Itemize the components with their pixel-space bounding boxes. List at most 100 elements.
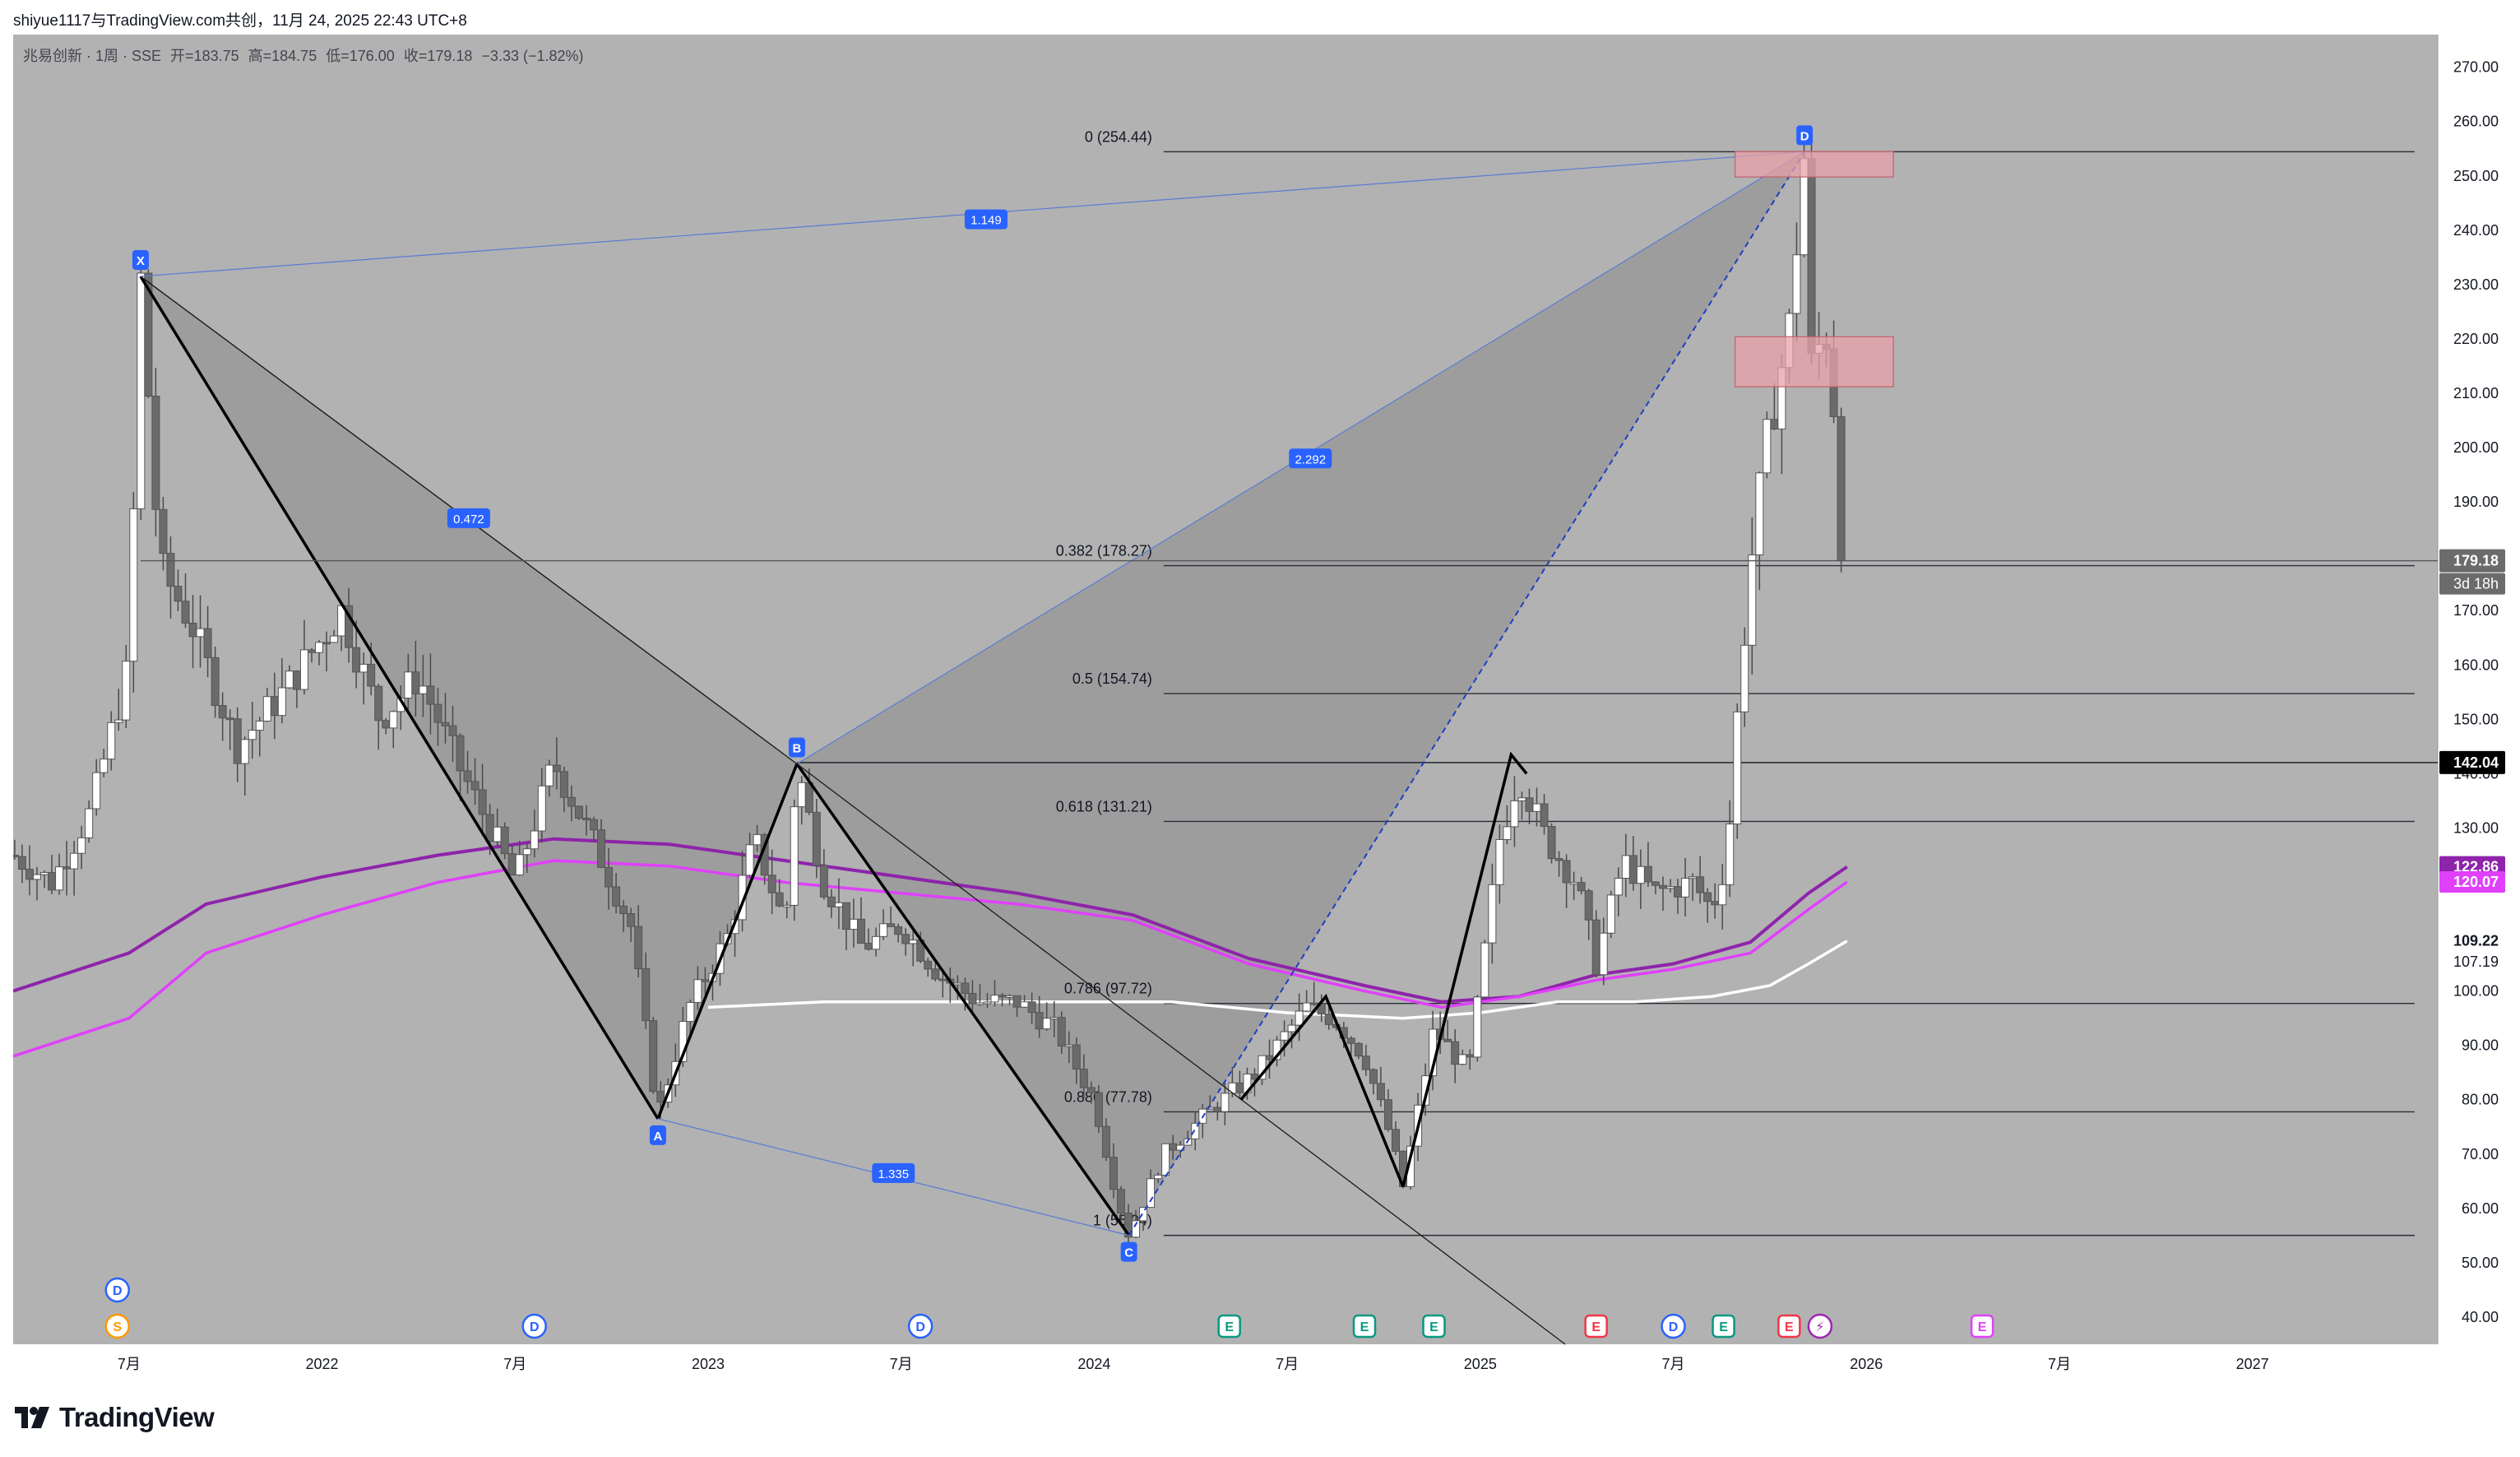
last-price-tag[interactable]: 179.18 — [2439, 549, 2505, 573]
event-marker-label: E — [1785, 1320, 1794, 1334]
candle-body — [649, 1020, 658, 1093]
candle-body — [1265, 1055, 1274, 1060]
candle-body — [1636, 865, 1645, 884]
candle-body — [1807, 158, 1816, 354]
event-marker-⚡[interactable]: ⚡ — [1807, 1313, 1833, 1339]
event-marker-e[interactable]: E — [1217, 1314, 1241, 1339]
candle-body — [1154, 1174, 1163, 1180]
candle-body — [1228, 1082, 1237, 1094]
candle-body — [55, 866, 64, 891]
candle-body — [1718, 884, 1727, 906]
event-marker-d[interactable]: D — [907, 1313, 933, 1339]
candle-body — [285, 670, 294, 689]
prz-zone — [1735, 151, 1894, 178]
event-marker-e[interactable]: E — [1352, 1314, 1377, 1339]
candle-body — [1391, 1129, 1400, 1152]
candle-body — [1651, 881, 1660, 886]
price-tick-label: 250.00 — [2453, 168, 2499, 184]
event-marker-e[interactable]: E — [1777, 1314, 1801, 1339]
close-value: 收=179.18 — [403, 48, 473, 64]
level-tag-142-bg — [2439, 750, 2505, 774]
candle-body — [1346, 1037, 1355, 1044]
candle-body — [389, 711, 398, 729]
event-marker-label: D — [1669, 1320, 1679, 1334]
candle-body — [382, 720, 391, 729]
time-tick-label: 2024 — [1077, 1356, 1110, 1372]
candle-body — [1161, 1143, 1170, 1176]
candle-body — [225, 717, 234, 721]
candle-body — [590, 819, 599, 831]
open-value: 开=183.75 — [170, 48, 239, 64]
candle-body — [507, 853, 517, 876]
event-marker-label: E — [1591, 1320, 1600, 1334]
point-badge-c[interactable]: C — [1120, 1241, 1137, 1262]
price-tick-label: 220.00 — [2453, 331, 2499, 347]
candle-body — [345, 605, 354, 648]
candle-body — [1169, 1143, 1178, 1151]
event-marker-e[interactable]: E — [1712, 1314, 1735, 1339]
event-marker-e[interactable]: E — [1422, 1314, 1446, 1339]
price-tick-label: 240.00 — [2453, 222, 2499, 239]
ma-mid-tag[interactable]: 120.07 — [2439, 871, 2505, 893]
event-marker-d[interactable]: D — [1661, 1313, 1686, 1339]
price-axis-background[interactable] — [2438, 35, 2507, 1379]
ratio-badge[interactable]: 2.292 — [1289, 448, 1332, 469]
last-price-tag-text: 179.18 — [2453, 553, 2499, 569]
candle-body — [1324, 1014, 1333, 1025]
candle-body — [1792, 254, 1801, 314]
point-badge-d[interactable]: D — [1796, 125, 1814, 146]
tradingview-logo[interactable]: TradingView — [15, 1402, 215, 1432]
point-badge-x[interactable]: X — [132, 249, 149, 270]
ratio-badge[interactable]: 1.335 — [872, 1162, 915, 1183]
ma-line-short — [707, 940, 1848, 1020]
candle-body — [1488, 884, 1497, 944]
event-marker-e[interactable]: E — [1970, 1314, 1994, 1339]
level-tag-142-text: 142.04 — [2453, 754, 2499, 771]
time-tick-label: 7月 — [118, 1356, 141, 1372]
candle-body — [1057, 1017, 1066, 1047]
candle-body — [1012, 995, 1021, 1008]
candle-body — [819, 865, 828, 898]
price-tick-label: 70.00 — [2462, 1146, 2499, 1162]
candle-body — [1064, 1044, 1073, 1047]
candle-body — [1466, 1054, 1475, 1058]
fib-label: 0.618 (131.21) — [1056, 798, 1152, 814]
dividend-icon — [104, 1277, 130, 1303]
candle-body — [642, 968, 651, 1022]
chart-area[interactable]: 0 (254.44) 0.382 (178.27) 0.5 (154.74) 0.61… — [13, 35, 2507, 1379]
candle-body — [581, 817, 591, 820]
ratio-badge[interactable]: 0.472 — [447, 508, 490, 528]
time-tick-label: 2022 — [306, 1356, 339, 1372]
point-badge-a[interactable]: A — [649, 1125, 666, 1145]
ratio-badge-bg — [872, 1162, 915, 1183]
time-tick-label: 2027 — [2236, 1356, 2269, 1372]
candle-body — [634, 926, 643, 970]
event-marker-label: E — [1978, 1320, 1987, 1334]
time-axis-background[interactable] — [13, 1344, 2438, 1379]
ratio-badge-label: 1.335 — [878, 1167, 910, 1181]
level-tag-142[interactable]: 142.04 — [2439, 750, 2505, 774]
candle-body — [1665, 886, 1675, 889]
ma-long-tag-text: 122.86 — [2453, 859, 2499, 875]
candle-body — [277, 687, 286, 717]
candle-body — [968, 992, 977, 1005]
time-tick-label: 7月 — [2048, 1356, 2071, 1372]
event-marker-d[interactable]: D — [104, 1277, 130, 1303]
price-chart[interactable]: 0 (254.44) 0.382 (178.27) 0.5 (154.74) 0.61… — [13, 35, 2507, 1379]
candle-body — [114, 719, 123, 723]
event-marker-s[interactable]: S — [104, 1313, 130, 1339]
price-tick-label: 190.00 — [2453, 494, 2499, 510]
candle-body — [262, 696, 271, 722]
candle-body — [1569, 882, 1578, 885]
candle-body — [411, 671, 420, 694]
event-marker-e[interactable]: E — [1584, 1314, 1608, 1339]
candle-body — [909, 940, 918, 944]
event-marker-label: D — [915, 1320, 925, 1334]
point-badge-b[interactable]: B — [788, 737, 805, 758]
ma-short-tag[interactable]: 109.22 — [2439, 930, 2505, 952]
candle-body — [1532, 803, 1541, 812]
event-marker-d[interactable]: D — [521, 1313, 547, 1339]
ratio-badge[interactable]: 1.149 — [964, 209, 1008, 230]
time-tick-label: 7月 — [1662, 1356, 1685, 1372]
pattern-triangle-xab — [140, 276, 797, 1119]
